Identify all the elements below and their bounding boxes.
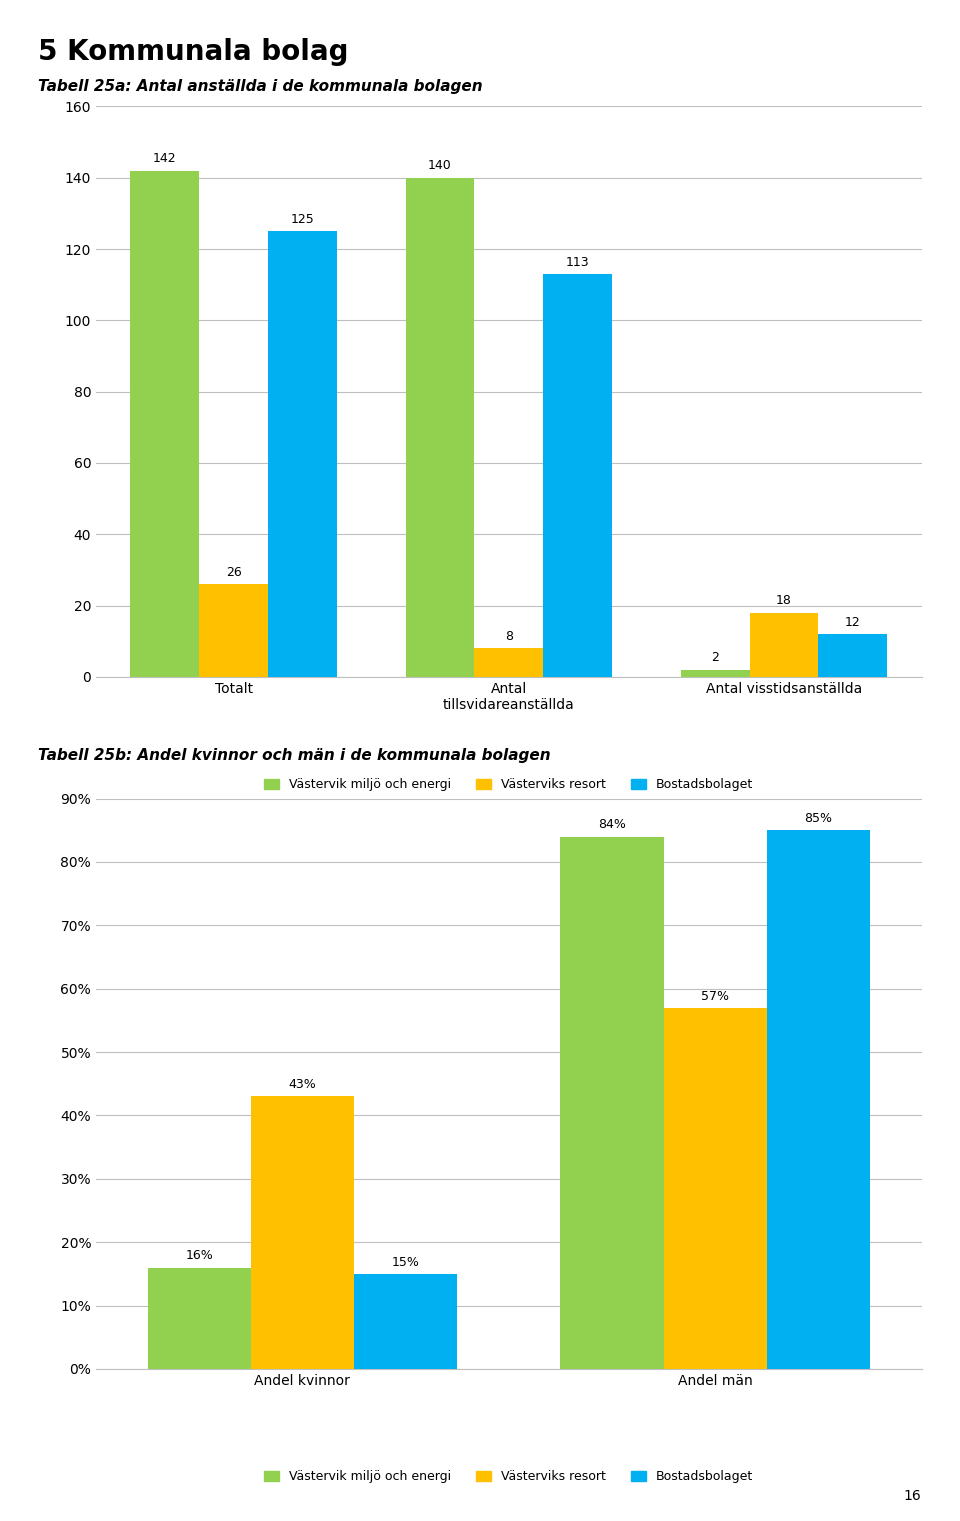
Bar — [251, 1097, 354, 1369]
Bar — [561, 837, 663, 1369]
Bar — [148, 1267, 251, 1369]
Text: 15%: 15% — [392, 1256, 420, 1269]
Text: 16: 16 — [904, 1489, 922, 1503]
Bar — [818, 634, 887, 677]
Bar — [131, 170, 199, 677]
Bar — [750, 613, 818, 677]
Text: 26: 26 — [226, 566, 242, 580]
Text: 142: 142 — [153, 152, 177, 166]
Legend: Västervik miljö och energi, Västerviks resort, Bostadsbolaget: Västervik miljö och energi, Västerviks r… — [259, 1465, 758, 1488]
Text: Tabell 25a: Antal anställda i de kommunala bolagen: Tabell 25a: Antal anställda i de kommuna… — [38, 79, 483, 94]
Text: 43%: 43% — [289, 1078, 316, 1092]
Text: 12: 12 — [845, 616, 861, 628]
Text: 57%: 57% — [701, 990, 730, 1002]
Text: 140: 140 — [428, 160, 452, 172]
Bar — [268, 231, 337, 677]
Bar — [543, 274, 612, 677]
Bar — [200, 584, 268, 677]
Text: 16%: 16% — [185, 1249, 213, 1262]
Text: 113: 113 — [565, 256, 589, 269]
Bar — [474, 648, 543, 677]
Text: 84%: 84% — [598, 818, 626, 832]
Legend: Västervik miljö och energi, Västerviks resort, Bostadsbolaget: Västervik miljö och energi, Västerviks r… — [259, 773, 758, 795]
Bar — [767, 830, 870, 1369]
Bar — [663, 1007, 767, 1369]
Text: 5 Kommunala bolag: 5 Kommunala bolag — [38, 38, 348, 65]
Text: 18: 18 — [776, 595, 792, 607]
Bar — [681, 669, 750, 677]
Text: 8: 8 — [505, 630, 513, 643]
Text: Tabell 25b: Andel kvinnor och män i de kommunala bolagen: Tabell 25b: Andel kvinnor och män i de k… — [38, 748, 551, 764]
Bar — [405, 178, 474, 677]
Text: 2: 2 — [711, 651, 719, 665]
Bar — [354, 1275, 457, 1369]
Text: 85%: 85% — [804, 812, 832, 824]
Text: 125: 125 — [291, 213, 314, 227]
